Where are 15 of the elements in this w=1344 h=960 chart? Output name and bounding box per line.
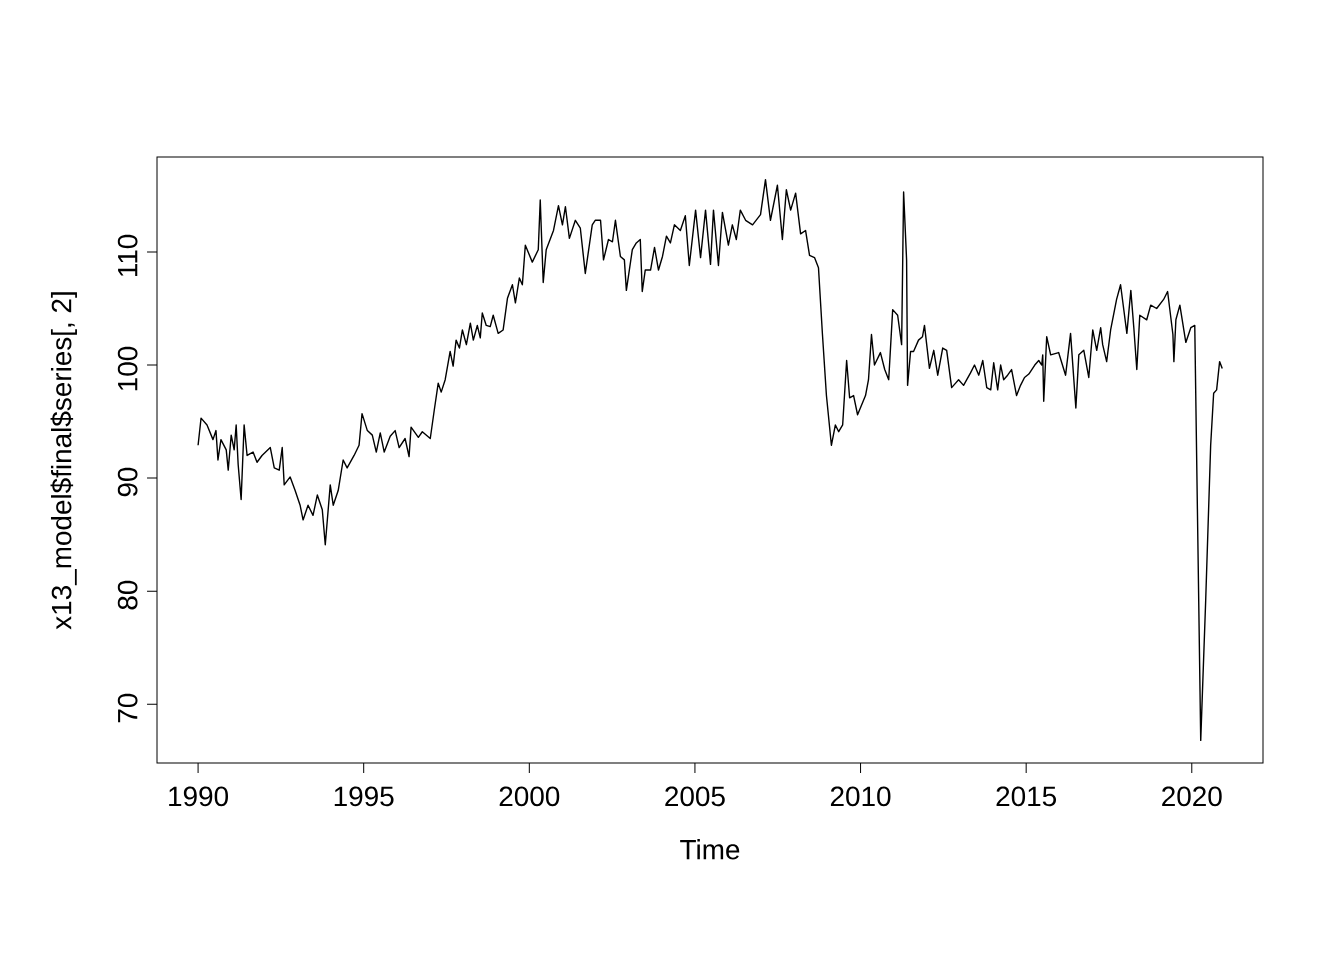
- y-tick-label: 90: [117, 467, 138, 497]
- x-tick-label: 1990: [169, 786, 228, 807]
- y-tick-label: 70: [117, 693, 138, 723]
- y-axis-title: x13_model$final$series[, 2]: [50, 292, 77, 630]
- y-tick-label: 80: [117, 580, 138, 610]
- x-tick-label: 2005: [665, 786, 725, 807]
- x-tick-label: 1995: [334, 786, 394, 807]
- x-tick-label: 2000: [499, 786, 560, 807]
- y-tick-label: 100: [117, 346, 138, 391]
- x-tick-label: 2020: [1162, 786, 1222, 807]
- x-axis-title: Time: [680, 839, 740, 860]
- x-tick-label: 2010: [830, 786, 891, 807]
- y-tick-label: 110: [117, 234, 138, 277]
- x-tick-label: 2015: [996, 786, 1057, 807]
- line-series: [197, 178, 1223, 742]
